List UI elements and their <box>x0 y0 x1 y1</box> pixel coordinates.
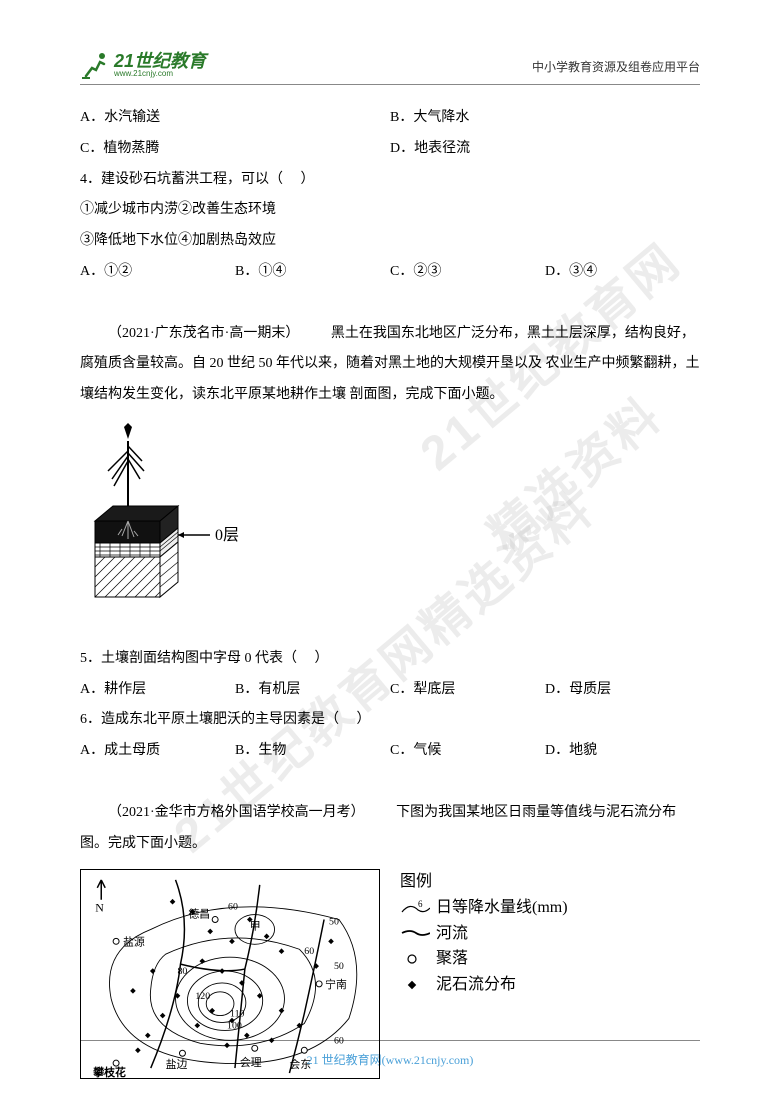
logo-main-text: 21世纪教育 <box>114 52 206 70</box>
legend-river-text: 河流 <box>436 921 468 947</box>
q5-option-b: B．有机层 <box>235 675 390 706</box>
debris-icon <box>400 979 430 991</box>
q5-option-c: C．犁底层 <box>390 675 545 706</box>
soil-label-0: 0层 <box>215 527 239 544</box>
place-yanbian: 盐边 <box>166 1058 188 1071</box>
logo-sub-text: www.21cnjy.com <box>114 70 206 78</box>
map-svg: N 50 60 60 80 100 110 120 50 60 <box>80 869 380 1079</box>
q6-stem: 6．造成东北平原土壤肥沃的主导因素是（ ） <box>80 705 700 736</box>
svg-text:6: 6 <box>418 900 423 909</box>
place-panzhihua: 攀枝花 <box>92 1065 126 1079</box>
q4-line1: ①减少城市内涝②改善生态环境 <box>80 195 700 226</box>
logo-text: 21世纪教育 www.21cnjy.com <box>114 52 206 78</box>
iso-100: 100 <box>227 1021 242 1032</box>
q4-options: A．①② B．①④ C．②③ D．③④ <box>80 257 700 288</box>
soil-svg: 0层 <box>80 421 260 621</box>
page-header: 21世纪教育 www.21cnjy.com 中小学教育资源及组卷应用平台 <box>80 50 700 85</box>
q5-options: A．耕作层 B．有机层 C．犁底层 D．母质层 <box>80 675 700 706</box>
q5-option-a: A．耕作层 <box>80 675 235 706</box>
iso-50b: 50 <box>334 961 344 972</box>
legend-isoline: 6 日等降水量线(mm) <box>400 895 568 921</box>
iso-80: 80 <box>178 966 188 977</box>
map-n-label: N <box>95 901 104 915</box>
q4-option-d: D．③④ <box>545 257 700 288</box>
q3-option-d: D．地表径流 <box>390 134 700 165</box>
iso-110: 110 <box>230 1009 245 1020</box>
q6-option-a: A．成土母质 <box>80 736 235 767</box>
settlement-icon <box>400 953 430 965</box>
passage3: （2021·金华市方格外国语学校高一月考） 下图为我国某地区日雨量等值线与泥石流… <box>80 798 700 860</box>
logo-block: 21世纪教育 www.21cnjy.com <box>80 50 206 80</box>
q3-option-c: C．植物蒸腾 <box>80 134 390 165</box>
runner-icon <box>80 50 110 80</box>
legend-settlement: 聚落 <box>400 946 568 972</box>
q4-line2: ③降低地下水位④加剧热岛效应 <box>80 226 700 257</box>
passage2: （2021·广东茂名市·高一期末） 黑土在我国东北地区广泛分布，黑土土层深厚，结… <box>80 319 700 411</box>
q3-options-row1: A．水汽输送 B．大气降水 <box>80 103 700 134</box>
q5-stem: 5．土壤剖面结构图中字母 0 代表（ ） <box>80 644 700 675</box>
q5-option-d: D．母质层 <box>545 675 700 706</box>
legend-debris-text: 泥石流分布 <box>436 972 516 998</box>
place-huidong: 会东 <box>289 1058 311 1071</box>
iso-60: 60 <box>304 947 314 958</box>
q6-options: A．成土母质 B．生物 C．气候 D．地貌 <box>80 736 700 767</box>
legend-isoline-text: 日等降水量线(mm) <box>436 895 568 921</box>
map-diagram: N 50 60 60 80 100 110 120 50 60 <box>80 869 700 1079</box>
place-ningnan: 宁南 <box>325 977 347 991</box>
q3-option-a: A．水汽输送 <box>80 103 390 134</box>
legend-title: 图例 <box>400 869 568 895</box>
river-icon <box>400 927 430 939</box>
q4-option-b: B．①④ <box>235 257 390 288</box>
passage2-src: （2021·广东茂名市·高一期末） <box>108 326 299 341</box>
iso-120: 120 <box>195 991 210 1002</box>
q3-option-b: B．大气降水 <box>390 103 700 134</box>
legend-river: 河流 <box>400 921 568 947</box>
place-jia: 甲 <box>250 921 261 933</box>
place-huili: 会理 <box>240 1056 262 1069</box>
iso-50: 50 <box>329 917 339 928</box>
q3-options-row2: C．植物蒸腾 D．地表径流 <box>80 134 700 165</box>
map-legend: 图例 6 日等降水量线(mm) 河流 聚落 泥石流分布 <box>400 869 568 997</box>
q4-option-a: A．①② <box>80 257 235 288</box>
header-right-text: 中小学教育资源及组卷应用平台 <box>532 54 700 80</box>
q6-option-c: C．气候 <box>390 736 545 767</box>
legend-settlement-text: 聚落 <box>436 946 468 972</box>
page-content: 21世纪教育 www.21cnjy.com 中小学教育资源及组卷应用平台 A．水… <box>80 50 700 1079</box>
iso-60c: 60 <box>334 1036 344 1047</box>
isoline-icon: 6 <box>400 900 430 916</box>
q6-option-d: D．地貌 <box>545 736 700 767</box>
legend-debris: 泥石流分布 <box>400 972 568 998</box>
q6-option-b: B．生物 <box>235 736 390 767</box>
q4-option-c: C．②③ <box>390 257 545 288</box>
soil-profile-diagram: 0层 <box>80 421 700 634</box>
iso-60b: 60 <box>228 902 238 913</box>
q4-stem: 4．建设砂石坑蓄洪工程，可以（ ） <box>80 165 700 196</box>
passage3-src: （2021·金华市方格外国语学校高一月考） <box>108 805 365 820</box>
place-yanyuan: 盐源 <box>123 935 145 949</box>
